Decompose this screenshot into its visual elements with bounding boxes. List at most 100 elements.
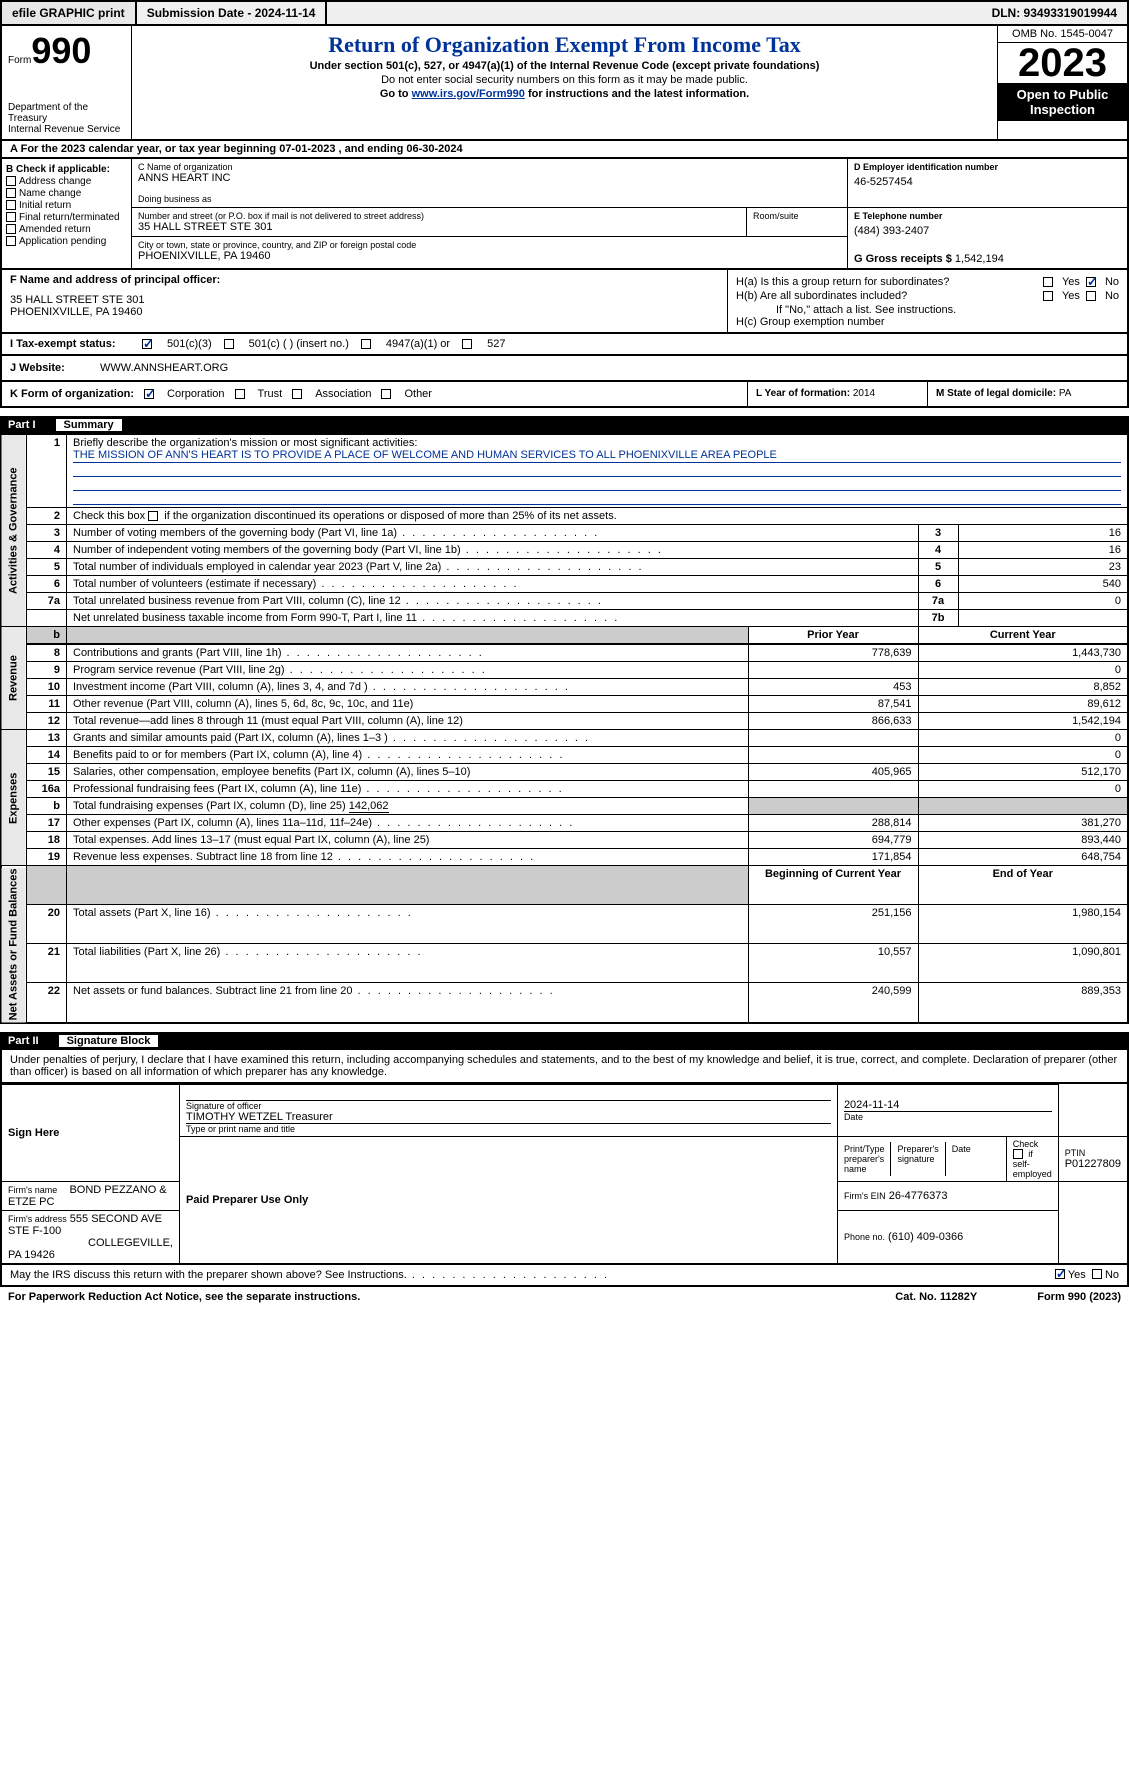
form-header: Form990 Department of the Treasury Inter… (0, 26, 1129, 141)
c-name-label: C Name of organization (138, 162, 841, 172)
line-16a-text: Professional fundraising fees (Part IX, … (67, 781, 749, 798)
p8: 778,639 (748, 644, 918, 662)
c19: 648,754 (918, 849, 1128, 866)
p11: 87,541 (748, 696, 918, 713)
checkbox-501c[interactable] (224, 339, 234, 349)
val-6: 540 (958, 576, 1128, 593)
part-i-header: Part I Summary (0, 416, 1129, 434)
checkbox-corporation[interactable] (144, 389, 154, 399)
ptin-value: P01227809 (1065, 1158, 1121, 1170)
p13 (748, 730, 918, 747)
form-title: Return of Organization Exempt From Incom… (140, 32, 989, 58)
ein-value: 46-5257454 (854, 176, 1121, 188)
checkbox-4947[interactable] (361, 339, 371, 349)
c12: 1,542,194 (918, 713, 1128, 730)
i-tax-status-row: I Tax-exempt status: 501(c)(3) 501(c) ( … (0, 334, 1129, 356)
checkbox-other[interactable] (381, 389, 391, 399)
checkbox-501c3[interactable] (142, 339, 152, 349)
checkbox-amended-return[interactable] (6, 224, 16, 234)
side-label-activities: Activities & Governance (1, 435, 27, 627)
officer-addr2: PHOENIXVILLE, PA 19460 (10, 306, 719, 318)
declaration-text: Under penalties of perjury, I declare th… (0, 1050, 1129, 1084)
form-word: Form (8, 55, 31, 66)
line-6-text: Total number of volunteers (estimate if … (67, 576, 919, 593)
officer-addr1: 35 HALL STREET STE 301 (10, 294, 719, 306)
m-label: M State of legal domicile: (936, 388, 1056, 399)
irs-link[interactable]: www.irs.gov/Form990 (412, 88, 525, 100)
header-left: Form990 Department of the Treasury Inter… (2, 26, 132, 139)
prep-phone: (610) 409-0366 (888, 1231, 963, 1243)
efile-print-button[interactable]: efile GRAPHIC print (2, 2, 137, 24)
f-officer-label: F Name and address of principal officer: (10, 274, 719, 286)
hc-label: H(c) Group exemption number (736, 316, 1119, 328)
line-22-text: Net assets or fund balances. Subtract li… (67, 983, 749, 1023)
side-label-expenses: Expenses (1, 730, 27, 866)
i-label: I Tax-exempt status: (10, 338, 130, 350)
dba-label: Doing business as (138, 194, 841, 204)
part-i-num: Part I (8, 419, 36, 431)
checkbox-name-change[interactable] (6, 188, 16, 198)
c18: 893,440 (918, 832, 1128, 849)
line-20-text: Total assets (Part X, line 16) (67, 905, 749, 944)
hb-no-checkbox[interactable] (1086, 291, 1096, 301)
submission-date: Submission Date - 2024-11-14 (137, 2, 328, 24)
checkbox-trust[interactable] (235, 389, 245, 399)
form-subtitle-2: Do not enter social security numbers on … (140, 74, 989, 86)
part-i-title: Summary (56, 419, 122, 431)
checkbox-527[interactable] (462, 339, 472, 349)
checkbox-final-return[interactable] (6, 212, 16, 222)
checkbox-initial-return[interactable] (6, 200, 16, 210)
top-bar: efile GRAPHIC print Submission Date - 20… (0, 0, 1129, 26)
entity-block: B Check if applicable: Address change Na… (0, 159, 1129, 270)
firm-addr2: COLLEGEVILLE, PA 19426 (8, 1237, 173, 1261)
p17: 288,814 (748, 815, 918, 832)
c14: 0 (918, 747, 1128, 764)
ha-yes-checkbox[interactable] (1043, 277, 1053, 287)
p12: 866,633 (748, 713, 918, 730)
gross-receipts-value: 1,542,194 (955, 253, 1004, 265)
form-subtitle-1: Under section 501(c), 527, or 4947(a)(1)… (140, 60, 989, 72)
discuss-no-checkbox[interactable] (1092, 1269, 1102, 1279)
self-employed-label: Check if self-employed (1013, 1139, 1052, 1180)
checkbox-self-employed[interactable] (1013, 1149, 1023, 1159)
val-7b (958, 610, 1128, 627)
val-5: 23 (958, 559, 1128, 576)
prep-date-label: Date (952, 1144, 1000, 1154)
e-phone-label: E Telephone number (854, 211, 1121, 221)
ha-no-checkbox[interactable] (1086, 277, 1096, 287)
form-footer: Form 990 (2023) (1037, 1291, 1121, 1303)
line-3-text: Number of voting members of the governin… (67, 525, 919, 542)
c10: 8,852 (918, 679, 1128, 696)
column-b-checkboxes: B Check if applicable: Address change Na… (2, 159, 132, 268)
c21: 1,090,801 (918, 944, 1128, 983)
prior-year-header: Prior Year (748, 627, 918, 645)
p22: 240,599 (748, 983, 918, 1023)
hb-yes-checkbox[interactable] (1043, 291, 1053, 301)
k-l-m-row: K Form of organization: Corporation Trus… (0, 382, 1129, 408)
line-16b-text: Total fundraising expenses (Part IX, col… (67, 798, 749, 815)
phone-label: Phone no. (844, 1232, 885, 1242)
header-title-block: Return of Organization Exempt From Incom… (132, 26, 997, 139)
g-receipts-label: G Gross receipts $ (854, 253, 952, 265)
sign-date: 2024-11-14 (844, 1099, 1052, 1112)
firm-ein-label: Firm's EIN (844, 1191, 886, 1201)
c11: 89,612 (918, 696, 1128, 713)
j-website-row: J Website: WWW.ANNSHEART.ORG (0, 356, 1129, 382)
p16a (748, 781, 918, 798)
discuss-yes-checkbox[interactable] (1055, 1269, 1065, 1279)
val-7a: 0 (958, 593, 1128, 610)
open-public-badge: Open to Public Inspection (998, 83, 1127, 121)
checkbox-application-pending[interactable] (6, 236, 16, 246)
part-ii-title: Signature Block (59, 1035, 159, 1047)
checkbox-discontinued[interactable] (148, 511, 158, 521)
city-value: PHOENIXVILLE, PA 19460 (138, 250, 841, 262)
line-4-text: Number of independent voting members of … (67, 542, 919, 559)
ha-label: H(a) Is this a group return for subordin… (736, 276, 1037, 288)
f-h-row: F Name and address of principal officer:… (0, 270, 1129, 334)
checkbox-address-change[interactable] (6, 176, 16, 186)
street-value: 35 HALL STREET STE 301 (138, 221, 740, 233)
signature-table: Sign Here Signature of officer TIMOTHY W… (0, 1084, 1129, 1266)
c15: 512,170 (918, 764, 1128, 781)
val-3: 16 (958, 525, 1128, 542)
checkbox-association[interactable] (292, 389, 302, 399)
